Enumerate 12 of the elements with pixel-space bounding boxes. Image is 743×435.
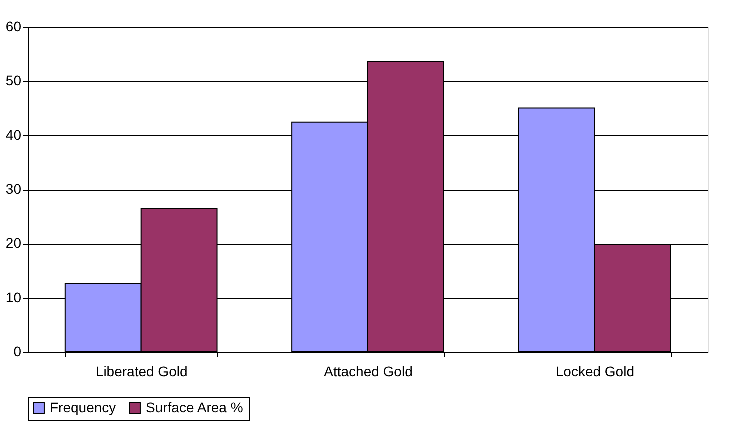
y-tick-label: 30 bbox=[6, 181, 22, 197]
legend-label: Frequency bbox=[50, 399, 116, 416]
y-tick-label: 20 bbox=[6, 235, 22, 252]
y-tick-label: 50 bbox=[6, 72, 22, 89]
x-tick-label: Liberated Gold bbox=[96, 364, 188, 380]
y-tick-label: 40 bbox=[6, 126, 22, 143]
x-tick-label: Locked Gold bbox=[556, 364, 634, 380]
x-tick-label: Attached Gold bbox=[324, 364, 413, 380]
y-tick-label: 60 bbox=[6, 18, 22, 34]
legend-label: Surface Area % bbox=[146, 399, 244, 416]
y-tick-label: 0 bbox=[14, 344, 22, 360]
y-tick-label: 10 bbox=[6, 289, 22, 306]
